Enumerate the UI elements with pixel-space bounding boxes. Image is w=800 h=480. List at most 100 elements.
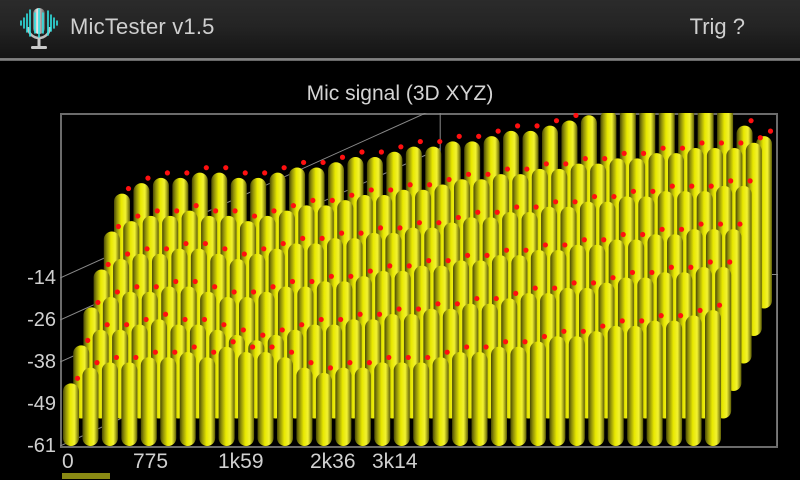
peak-marker-dot (95, 299, 101, 306)
x-axis: 0 775 1k59 2k36 3k14 (0, 450, 800, 480)
peak-marker-dot (152, 349, 158, 355)
peak-marker-dot (659, 226, 665, 232)
peak-marker-dot (329, 197, 335, 204)
peak-marker-dot (463, 344, 470, 350)
peak-marker-dot (689, 183, 695, 189)
peak-marker-dot (699, 140, 705, 146)
peak-marker-dot (601, 237, 607, 243)
peak-marker-dot (144, 246, 150, 252)
peak-marker-dot (250, 289, 257, 295)
peak-marker-dot (133, 354, 139, 361)
peak-marker-dot (357, 311, 363, 317)
x-tick-label: 2k36 (310, 450, 356, 473)
peak-marker-dot (437, 138, 443, 145)
peak-marker-dot (309, 278, 315, 285)
bar (63, 383, 79, 446)
peak-marker-dot (94, 360, 100, 366)
y-tick-label: -26 (27, 309, 56, 331)
peak-marker-dot (203, 165, 209, 171)
peak-marker-dot (513, 290, 519, 296)
peak-marker-dot (454, 301, 460, 307)
bar (238, 351, 255, 446)
peak-marker-dot (610, 275, 616, 281)
peak-marker-dot (426, 182, 433, 188)
bar (646, 320, 663, 446)
app-header: MicTester v1.5 Trig ? (0, 0, 800, 58)
peak-marker-dot (688, 264, 694, 270)
peak-marker-dot (163, 246, 170, 252)
peak-marker-dot (164, 170, 171, 176)
bar (510, 346, 527, 446)
peak-marker-dot (279, 327, 285, 333)
chart-title: Mic signal (3D XYZ) (306, 82, 494, 105)
peak-marker-dot (698, 221, 704, 227)
peak-marker-dot (563, 161, 569, 167)
peak-marker-dot (193, 203, 199, 209)
y-axis: -14 -26 -38 -49 -61 (0, 100, 56, 480)
peak-marker-dot (231, 289, 237, 295)
peak-marker-dot (319, 235, 325, 241)
peak-marker-dot (281, 165, 287, 171)
y-tick-label: -14 (27, 267, 56, 289)
peak-marker-dot (707, 259, 713, 265)
app-title: MicTester v1.5 (70, 14, 215, 39)
peak-marker-dot (310, 197, 316, 204)
peak-marker-dot (619, 318, 625, 324)
peak-marker-dot (74, 375, 81, 381)
bar (529, 341, 546, 446)
peak-marker-dot (580, 328, 586, 334)
peak-marker-dot (232, 208, 238, 214)
peak-marker-dot (211, 349, 217, 355)
peak-marker-dot (534, 123, 540, 129)
peak-marker-dot (115, 223, 121, 230)
peak-marker-dot (105, 261, 111, 268)
peak-marker-dot (602, 156, 608, 162)
peak-marker-dot (502, 339, 509, 345)
peak-marker-dot (524, 166, 530, 172)
peak-marker-dot (240, 327, 246, 333)
peak-marker-dot (183, 240, 189, 247)
peak-marker-dot (358, 230, 364, 236)
peak-marker-dot (465, 171, 472, 177)
peak-marker-dot (757, 135, 763, 141)
peak-marker-dot (475, 209, 481, 215)
peak-marker-dot (327, 365, 334, 371)
peak-marker-dot (366, 360, 372, 366)
peak-marker-dot (668, 264, 674, 270)
peak-marker-dot (135, 213, 141, 219)
peak-marker-dot (621, 150, 627, 156)
peak-marker-dot (308, 360, 314, 366)
peak-marker-dot (600, 323, 606, 329)
peak-marker-dot (503, 247, 510, 253)
trig-button[interactable]: Trig ? (689, 14, 745, 39)
peak-marker-dot (415, 306, 422, 312)
peak-marker-dot (212, 284, 218, 290)
peak-marker-dot (611, 193, 617, 200)
peak-marker-dot (202, 240, 208, 247)
peak-marker-dot (378, 149, 385, 155)
peak-marker-dot (260, 332, 266, 338)
plot-area[interactable] (60, 113, 778, 448)
peak-marker-dot (191, 344, 197, 350)
peak-marker-dot (476, 133, 482, 139)
peak-marker-dot (591, 193, 598, 200)
x-tick-label: 775 (133, 450, 169, 473)
peak-marker-dot (270, 284, 276, 290)
peak-marker-dot (522, 339, 528, 345)
bar (257, 351, 274, 446)
peak-marker-dot (162, 311, 169, 317)
peak-marker-dot (262, 170, 268, 176)
bar (413, 362, 430, 446)
peak-marker-dot (242, 170, 248, 176)
peak-marker-dot (339, 154, 346, 160)
peak-marker-dot (425, 354, 431, 361)
bar (432, 357, 449, 446)
peak-marker-dot (727, 259, 733, 265)
peak-marker-dot (388, 187, 394, 193)
scroll-progress-fill[interactable] (62, 473, 110, 479)
y-tick-label: -61 (27, 435, 56, 457)
peak-marker-dot (124, 251, 131, 257)
peak-marker-dot (405, 354, 411, 361)
scroll-progress-track[interactable] (0, 473, 800, 480)
bar (82, 367, 99, 446)
